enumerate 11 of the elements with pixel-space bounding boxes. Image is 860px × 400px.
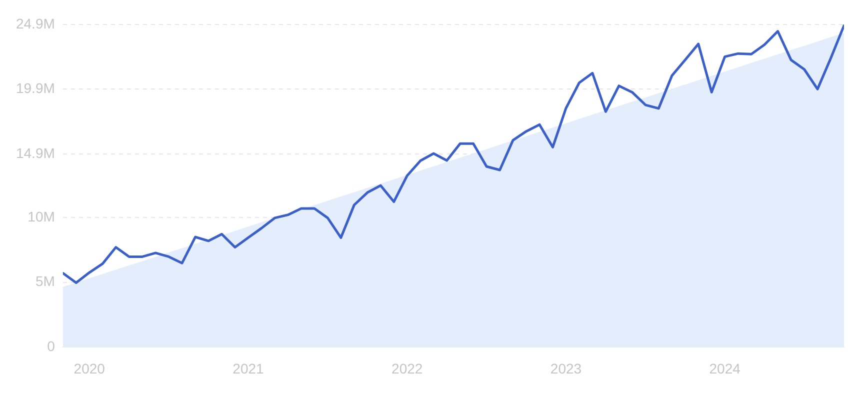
y-tick-label: 5M: [35, 273, 55, 290]
y-tick-label: 14.9M: [16, 144, 55, 161]
y-tick-label: 10M: [28, 208, 55, 224]
x-tick-label: 2023: [550, 360, 582, 376]
x-tick-label: 2021: [232, 360, 264, 376]
y-tick-label: 0: [47, 338, 56, 354]
x-tick-label: 2024: [709, 360, 741, 376]
y-tick-label: 19.9M: [16, 80, 55, 96]
y-tick-label: 24.9M: [16, 15, 55, 32]
x-tick-label: 2022: [392, 360, 423, 376]
x-tick-label: 2020: [74, 360, 106, 376]
